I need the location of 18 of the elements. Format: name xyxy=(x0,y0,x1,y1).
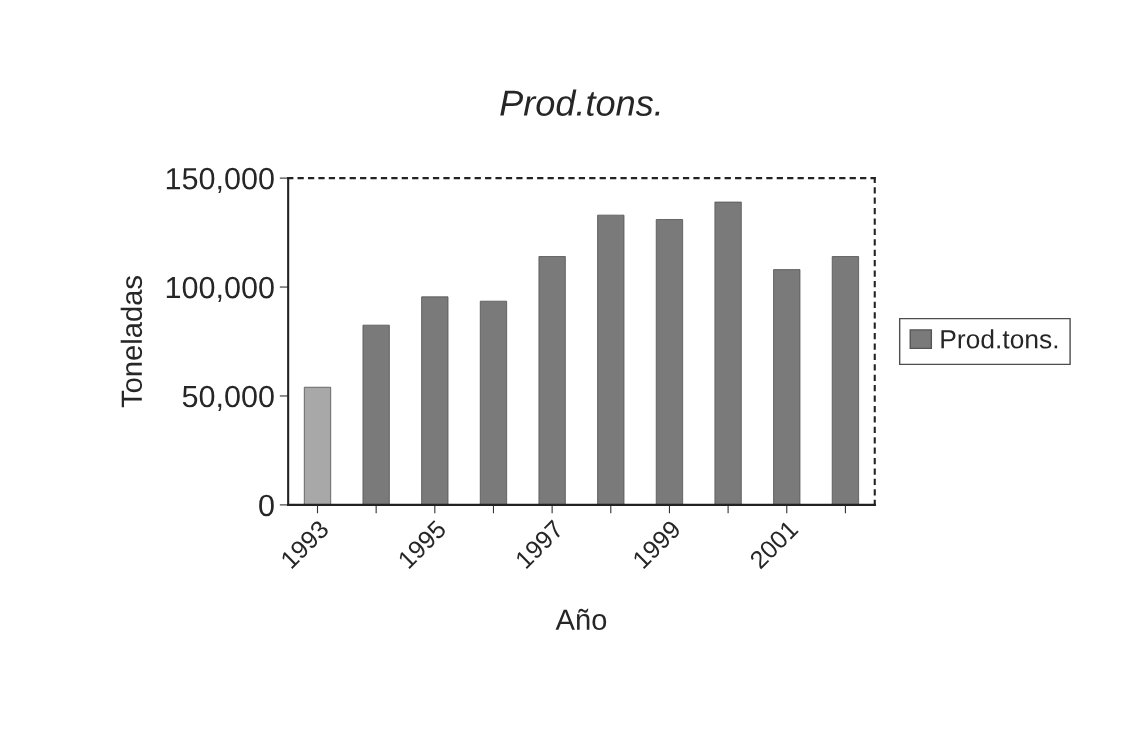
y-tick-label: 100,000 xyxy=(166,276,274,303)
bar xyxy=(362,324,390,505)
bar xyxy=(714,201,742,505)
y-tick-label: 0 xyxy=(259,494,274,517)
bar xyxy=(421,296,449,505)
bar xyxy=(479,300,508,505)
bar xyxy=(303,386,332,505)
y-tick-label: 150,000 xyxy=(166,167,274,194)
y-axis-title: Toneladas xyxy=(120,276,143,408)
y-tick-label: 50,000 xyxy=(182,385,274,411)
bar xyxy=(655,219,684,505)
x-axis-title: Año xyxy=(555,608,607,631)
legend-label: Prod.tons. xyxy=(941,329,1058,349)
bar xyxy=(831,256,860,505)
chart-title: Prod.tons. xyxy=(500,89,660,116)
bar xyxy=(538,256,566,505)
bar xyxy=(597,214,625,505)
bar xyxy=(773,269,801,505)
